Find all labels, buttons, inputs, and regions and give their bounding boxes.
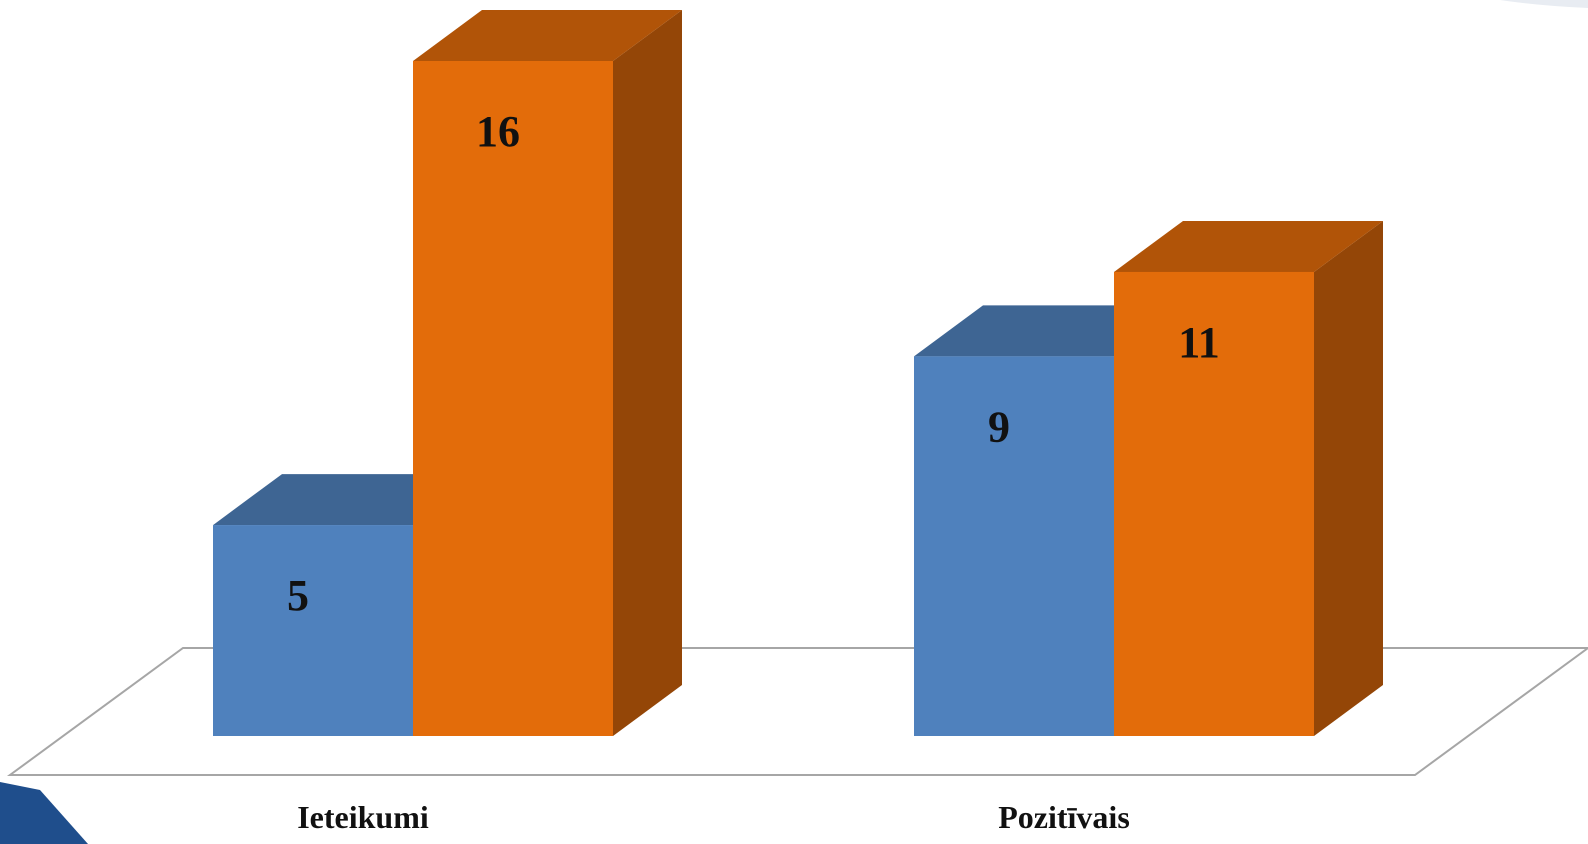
data-label: 16 [476,107,520,156]
bar-top-face [413,10,682,61]
bar-ieteikumi-series-2 [413,10,682,736]
bar-front-face [914,356,1114,736]
bar-front-face [1114,271,1314,736]
bar-front-face [413,61,613,736]
bar-top-face [1114,220,1383,272]
bar-front-face [213,525,413,736]
data-label: 11 [1178,318,1220,367]
data-label: 9 [988,402,1010,451]
corner-decoration-bottom-left [0,782,88,844]
category-label: Pozitīvais [998,799,1130,835]
bar-pozitīvais-series-2 [1114,220,1383,736]
corner-decoration-top-right [1500,0,1588,8]
bar-side-face [1314,220,1383,736]
bar-side-face [613,10,682,736]
data-label: 5 [287,571,309,620]
category-label: Ieteikumi [297,799,429,835]
